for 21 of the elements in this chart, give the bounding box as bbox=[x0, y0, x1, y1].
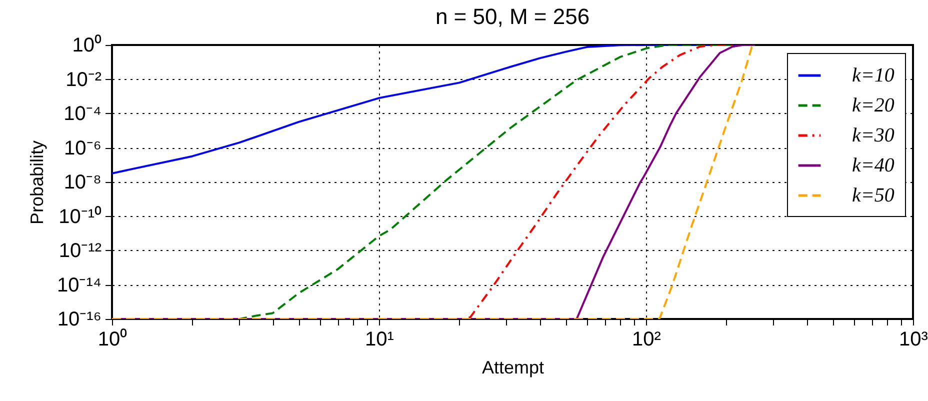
y-tick-label: 10⁻⁶ bbox=[64, 137, 102, 160]
legend-label: k=10 bbox=[852, 64, 894, 86]
y-tick-label: 10⁻¹² bbox=[58, 240, 102, 262]
x-tick-label: 10⁰ bbox=[98, 328, 128, 350]
legend-label: k=30 bbox=[852, 124, 894, 146]
y-tick-label: 10⁻¹⁴ bbox=[57, 274, 102, 296]
legend-label: k=40 bbox=[852, 154, 894, 176]
x-tick-label: 10¹ bbox=[365, 328, 394, 350]
x-tick-label: 10² bbox=[632, 328, 662, 350]
y-tick-label: 10⁰ bbox=[72, 34, 102, 56]
y-tick-label: 10⁻⁸ bbox=[64, 172, 102, 194]
legend-label: k=50 bbox=[852, 184, 894, 206]
y-tick-label: 10⁻² bbox=[66, 68, 102, 91]
y-tick-label: 10⁻¹⁰ bbox=[58, 204, 102, 228]
y-tick-label: 10⁻¹⁶ bbox=[57, 308, 102, 330]
x-tick-label: 10³ bbox=[899, 328, 928, 350]
y-tick-label: 10⁻⁴ bbox=[64, 103, 102, 125]
legend-label: k=20 bbox=[852, 94, 894, 116]
chart-title: n = 50, M = 256 bbox=[435, 4, 590, 29]
y-axis-title: Probability bbox=[27, 140, 47, 225]
x-axis-title: Attempt bbox=[482, 358, 544, 378]
